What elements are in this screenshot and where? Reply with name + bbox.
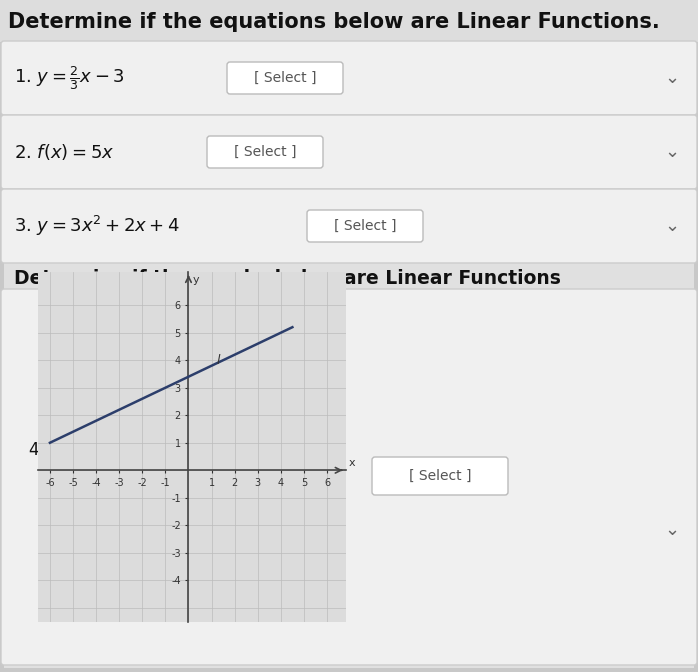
Text: y: y [193, 275, 199, 285]
Text: 4.: 4. [28, 441, 44, 459]
FancyBboxPatch shape [0, 0, 698, 42]
FancyBboxPatch shape [1, 41, 697, 115]
Text: [ Select ]: [ Select ] [254, 71, 316, 85]
Text: ⌄: ⌄ [664, 217, 680, 235]
FancyBboxPatch shape [1, 189, 697, 263]
Text: 3. $y = 3x^2 + 2x + 4$: 3. $y = 3x^2 + 2x + 4$ [14, 214, 180, 238]
FancyBboxPatch shape [4, 4, 694, 668]
Text: 1. $y = \frac{2}{3}x - 3$: 1. $y = \frac{2}{3}x - 3$ [14, 64, 125, 92]
Text: [ Select ]: [ Select ] [334, 219, 396, 233]
Text: Determine if the graphs below are Linear Functions: Determine if the graphs below are Linear… [14, 269, 561, 288]
Text: ⌄: ⌄ [664, 521, 680, 539]
Text: x: x [349, 458, 355, 468]
FancyBboxPatch shape [207, 136, 323, 168]
FancyBboxPatch shape [307, 210, 423, 242]
Text: ⌄: ⌄ [664, 143, 680, 161]
Text: $l$: $l$ [216, 353, 221, 368]
FancyBboxPatch shape [372, 457, 508, 495]
Text: ⌄: ⌄ [664, 69, 680, 87]
FancyBboxPatch shape [227, 62, 343, 94]
FancyBboxPatch shape [1, 115, 697, 189]
Text: [ Select ]: [ Select ] [409, 469, 471, 483]
FancyBboxPatch shape [1, 289, 697, 665]
Text: 2. $f(x) = 5x$: 2. $f(x) = 5x$ [14, 142, 114, 162]
Text: Determine if the equations below are Linear Functions.: Determine if the equations below are Lin… [8, 12, 660, 32]
Text: [ Select ]: [ Select ] [234, 145, 296, 159]
